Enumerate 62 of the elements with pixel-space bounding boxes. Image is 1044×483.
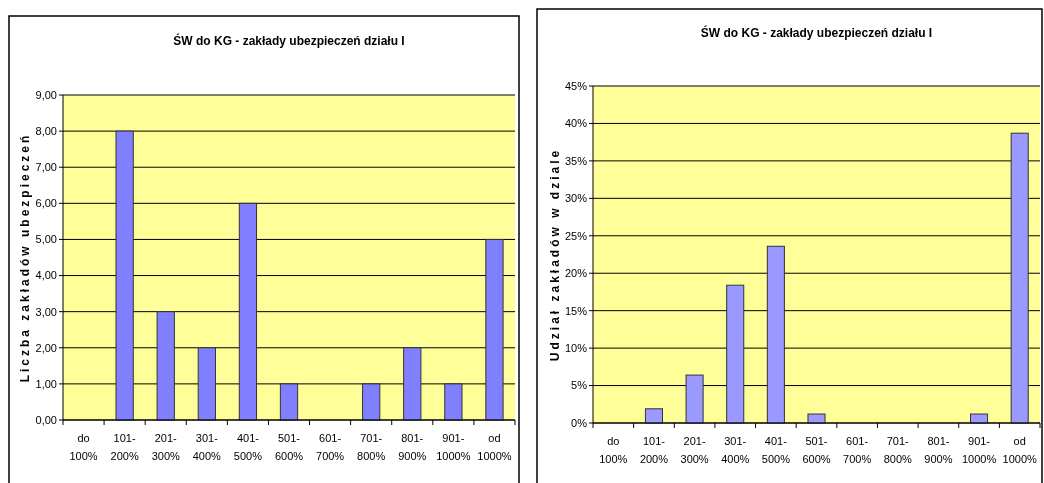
y-tick-label: 20% [564,267,588,280]
bar [766,245,785,424]
y-tick-label: 35% [564,154,588,167]
y-tick-label: 0,00 [35,413,57,426]
y-tick-label: 25% [564,229,588,242]
x-tick-label: 701-800% [357,432,386,462]
x-tick-label: 401-500% [233,432,263,462]
x-tick-label: 501-600% [274,432,304,462]
y-tick-label: 6,00 [35,197,57,210]
bar [238,202,258,421]
y-tick-label: 9,00 [35,88,57,101]
bar [644,408,663,424]
bar [726,284,745,424]
x-tick-label: 101-200% [110,432,139,462]
y-tick-label: 4,00 [35,269,57,282]
y-tick-label: 8,00 [35,124,57,137]
chart-title: ŚW do KG - zakłady ubezpieczeń działu I [700,25,933,40]
y-tick-label: 15% [564,304,588,317]
chart-title: ŚW do KG - zakłady ubezpieczeń działu I [173,33,405,48]
y-tick-label: 1,00 [35,377,57,390]
bar [685,374,704,424]
y-tick-label: 7,00 [35,161,57,174]
y-tick-label: 5% [571,379,588,392]
x-tick-label: 501-600% [802,435,831,465]
x-tick-label: 101-200% [639,435,669,465]
x-tick-label: od 1000% [477,432,512,462]
bar [970,413,989,424]
y-tick-label: 3,00 [35,305,57,318]
y-tick-label: 0% [571,416,588,429]
x-tick-label: 601-700% [316,432,345,462]
x-tick-label: 801-900% [398,432,427,462]
bar [115,130,134,421]
bar [403,347,422,421]
x-tick-label: 201-300% [151,432,181,462]
y-tick-label: 5,00 [35,233,57,246]
bar [156,311,175,421]
y-tick-label: 30% [564,192,588,205]
y-axis-title: Udział zakładów w dziale [548,147,563,362]
bar [362,383,381,421]
y-tick-label: 45% [564,79,588,92]
bar [279,383,299,421]
y-tick-label: 2,00 [35,341,57,354]
x-tick-label: od 1000% [1002,435,1038,465]
x-tick-label: 601-700% [843,435,872,465]
y-tick-label: 10% [564,341,588,354]
x-tick-label: 801-900% [924,435,953,465]
x-tick-label: 301-400% [192,432,222,462]
bar [1010,132,1029,424]
y-tick-label: 40% [564,117,588,130]
x-tick-label: 701-800% [883,435,913,465]
bar [485,238,504,421]
x-tick-label: 901-1000% [961,435,997,465]
x-tick-label: 401-500% [761,435,791,465]
bar [807,413,826,424]
x-tick-label: 301-400% [721,435,750,465]
bar [197,347,216,421]
x-tick-label: 201-300% [680,435,709,465]
x-tick-label: do 100% [599,435,628,465]
bar [444,383,463,421]
y-axis-title: Liczba zakładów ubezpieczeń [18,132,33,383]
x-tick-label: do 100% [69,432,98,462]
x-tick-label: 901-1000% [436,432,471,462]
